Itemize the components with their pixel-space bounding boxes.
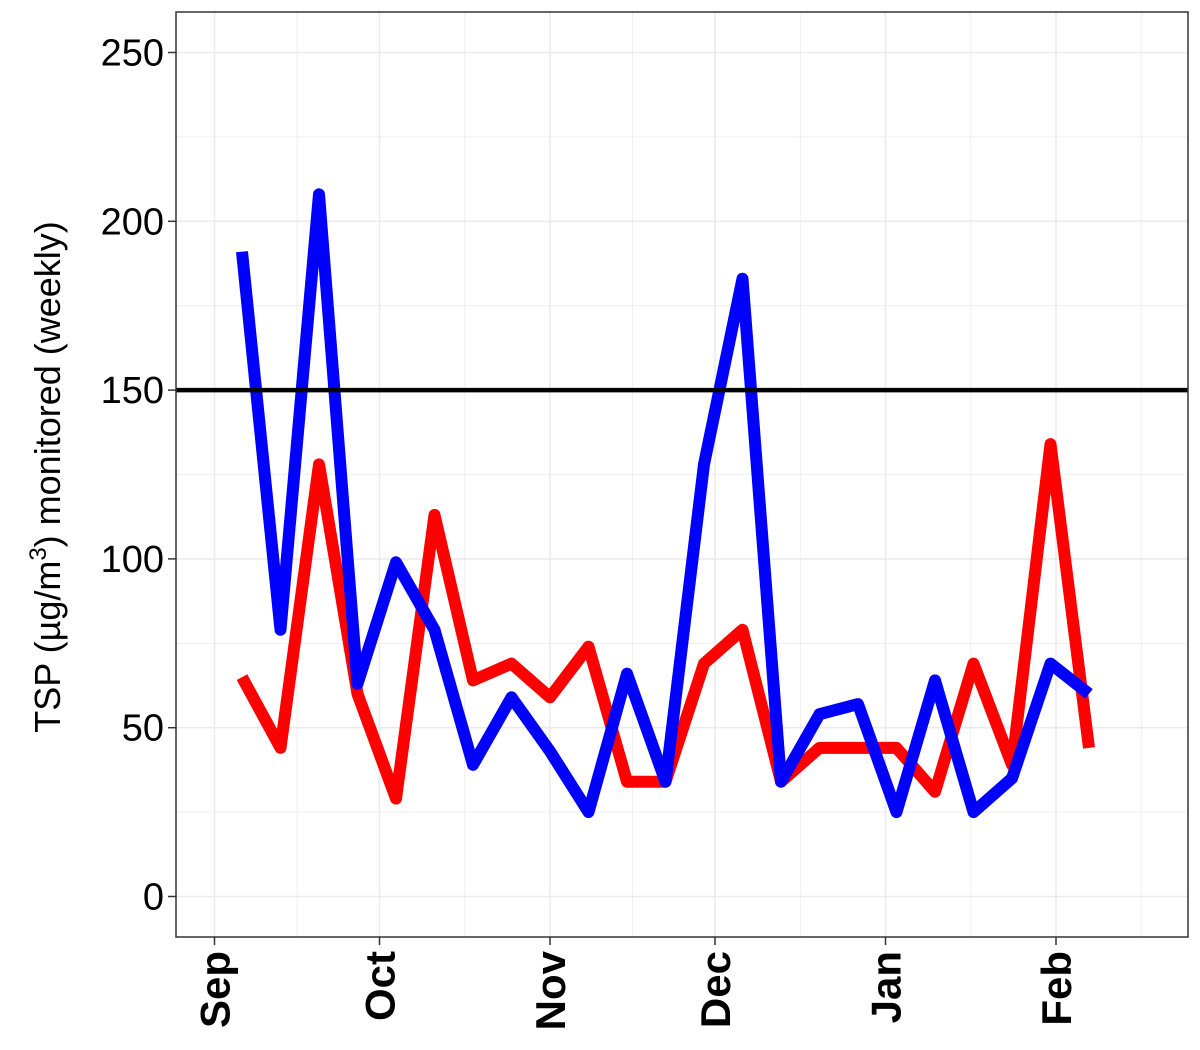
y-tick-label: 0 — [143, 876, 164, 918]
y-tick-label: 250 — [101, 33, 164, 75]
series-group — [176, 188, 1188, 819]
y-axis-label-superscript: 3 — [25, 547, 52, 560]
x-axis: Sep Oct Nov Dec Jan Feb — [192, 937, 1080, 1030]
y-tick-label: 200 — [101, 201, 164, 243]
y-axis: 0 50 100 150 200 250 — [101, 33, 176, 918]
x-tick-label: Sep — [192, 951, 239, 1028]
y-axis-label: TSP (µg/m3) monitored (weekly) — [25, 221, 68, 733]
x-tick-label: Jan — [863, 951, 910, 1023]
x-tick-label: Oct — [357, 951, 404, 1021]
plot-panel-border — [175, 11, 1189, 938]
x-tick-label: Nov — [527, 950, 574, 1030]
x-tick-label: Dec — [692, 951, 739, 1028]
y-axis-label-prefix: TSP (µg/m — [27, 561, 68, 733]
series-line-2 — [236, 188, 1093, 819]
grid-lines — [176, 12, 1188, 937]
y-axis-label-suffix: ) monitored (weekly) — [27, 221, 68, 547]
y-tick-label: 150 — [101, 370, 164, 412]
x-tick-label: Feb — [1033, 951, 1080, 1026]
y-tick-label: 50 — [122, 708, 164, 750]
y-tick-label: 100 — [101, 539, 164, 581]
